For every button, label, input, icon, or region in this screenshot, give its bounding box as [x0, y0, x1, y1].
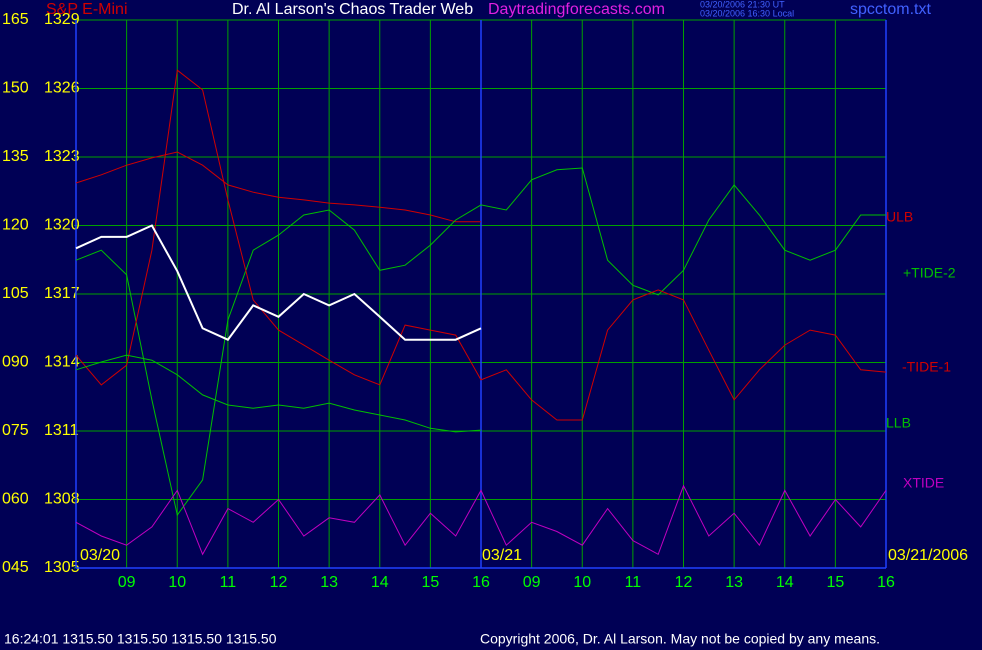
- y-tick-label: 120: [2, 217, 29, 234]
- time-local: 03/20/2006 16:30 Local: [700, 8, 794, 18]
- chart-title: Dr. Al Larson's Chaos Trader Web: [232, 1, 473, 18]
- series-label: +TIDE-2: [903, 265, 956, 281]
- x-tick-label: 11: [625, 574, 642, 591]
- x-tick-label: 13: [320, 574, 338, 591]
- x-tick-label: 15: [826, 574, 844, 591]
- y2-tick-label: 1308: [44, 491, 80, 508]
- x-tick-label: 14: [371, 574, 389, 591]
- y2-tick-label: 1311: [44, 422, 79, 439]
- x-tick-label: 16: [472, 574, 490, 591]
- y2-tick-label: 1329: [44, 11, 80, 28]
- x-tick-label: 10: [573, 574, 591, 591]
- x-tick-label: 11: [220, 574, 237, 591]
- y-tick-label: 060: [2, 491, 29, 508]
- status: 16:24:01 1315.50 1315.50 1315.50 1315.50: [4, 631, 277, 647]
- series-label: LLB: [886, 415, 911, 431]
- x-tick-label: 12: [270, 574, 288, 591]
- series-line: [75, 69, 887, 421]
- series-line: [75, 354, 482, 433]
- y2-tick-label: 1320: [44, 217, 80, 234]
- x-tick-label: 09: [118, 574, 136, 591]
- y-tick-label: 045: [2, 559, 29, 576]
- x-tick-label: 16: [877, 574, 895, 591]
- x-tick-label: 13: [725, 574, 743, 591]
- series-label: XTIDE: [903, 475, 944, 491]
- x-tick-label: 12: [675, 574, 693, 591]
- series-line: [75, 151, 481, 223]
- date-label: 03/20: [80, 547, 120, 564]
- time-ut: 03/20/2006 21:30 UT: [700, 0, 785, 9]
- y2-tick-label: 1323: [44, 148, 80, 165]
- y-tick-label: 090: [2, 354, 29, 371]
- series-line: [75, 167, 886, 517]
- y2-tick-label: 1326: [44, 80, 80, 97]
- y2-tick-label: 1314: [44, 354, 80, 371]
- price-line: [75, 224, 482, 341]
- x-tick-label: 09: [523, 574, 541, 591]
- x-tick-label: 10: [168, 574, 186, 591]
- date-label: 03/21/2006: [888, 547, 968, 564]
- x-tick-label: 15: [421, 574, 439, 591]
- series-line: [75, 484, 887, 556]
- series-label: ULB: [886, 209, 913, 225]
- y2-tick-label: 1305: [44, 559, 80, 576]
- y-tick-label: 165: [2, 11, 29, 28]
- x-tick-label: 14: [776, 574, 794, 591]
- copyright: Copyright 2006, Dr. Al Larson. May not b…: [480, 631, 880, 647]
- y2-tick-label: 1317: [44, 285, 80, 302]
- date-label: 03/21: [482, 547, 522, 564]
- y-tick-label: 075: [2, 422, 29, 439]
- site: Daytradingforecasts.com: [488, 1, 665, 18]
- file-name: spcctom.txt: [850, 1, 931, 18]
- series-label: -TIDE-1: [902, 359, 951, 375]
- instrument: S&P E-Mini: [46, 1, 128, 18]
- y-tick-label: 150: [2, 80, 29, 97]
- y-tick-label: 105: [2, 285, 29, 302]
- y-tick-label: 135: [2, 148, 29, 165]
